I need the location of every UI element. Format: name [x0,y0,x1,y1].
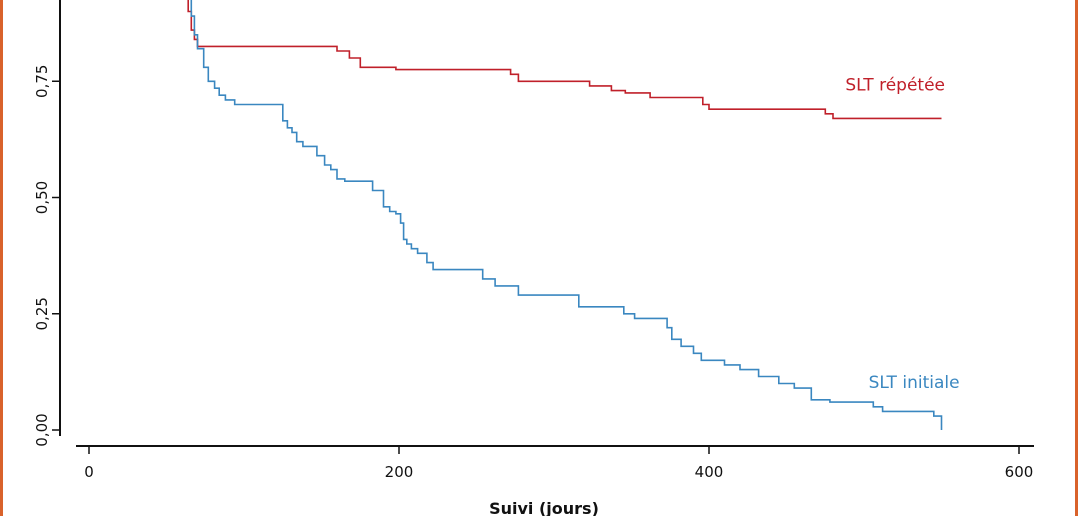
series-line [187,0,942,120]
y-tick-label: 0,25 [33,297,51,330]
y-axis: 0,00 0,25 0,50 0,75 [33,0,61,447]
y-tick-label: 0,75 [33,65,51,98]
plot-area: SLT répétée SLT initiale [187,0,960,430]
y-tick-label: 0,50 [33,181,51,214]
x-axis: 0 200 400 600 [76,445,1034,481]
series-label: SLT répétée [845,76,945,96]
x-tick-label: 0 [84,463,94,481]
series-label: SLT initiale [869,373,960,393]
x-axis-title: Suivi (jours) [489,499,599,516]
x-tick-label: 400 [695,463,724,481]
x-tick-label: 200 [385,463,414,481]
y-tick-label: 0,00 [33,413,51,446]
x-tick-label: 600 [1005,463,1034,481]
series-line [190,0,943,430]
